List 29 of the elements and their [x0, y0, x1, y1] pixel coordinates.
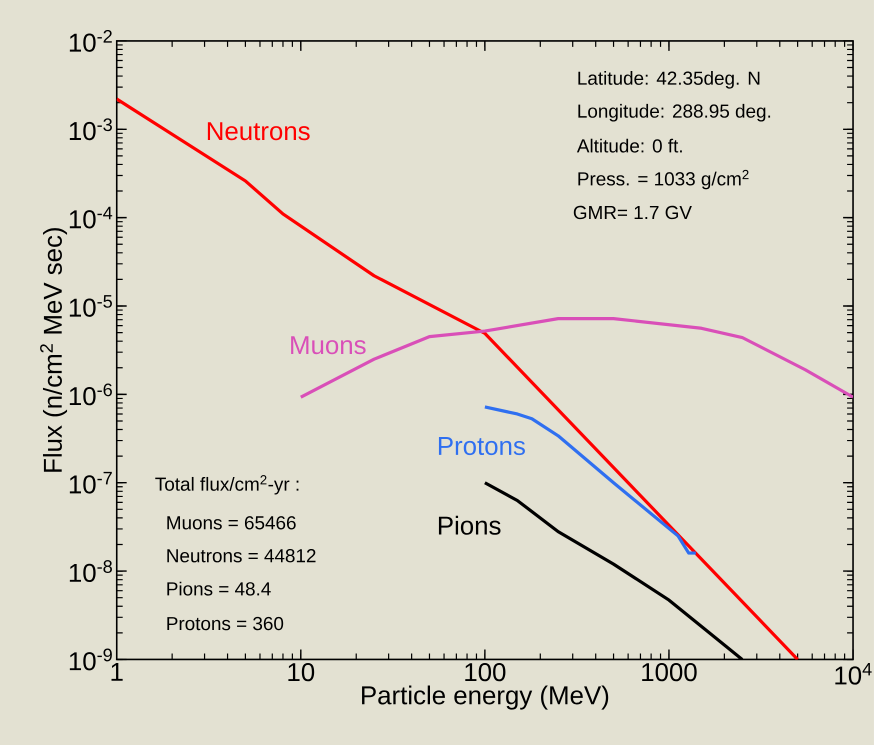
annotation: Longitude: 288.95 deg.: [578, 104, 770, 122]
annotation: Latitude: 42.35deg. N: [578, 70, 760, 88]
y-tick-label: 10$^{-7}$: [70, 472, 112, 494]
y-tick-label: 10$^{-3}$: [70, 118, 112, 140]
annotation: Muons = 65466: [167, 516, 296, 530]
annotation: Total flux/cm$^{2}$-yr :: [155, 475, 298, 494]
annotation: Pions = 48.4: [167, 582, 271, 596]
y-tick-label: 10$^{-8}$: [70, 560, 112, 582]
x-tick-label: 1: [112, 662, 123, 681]
x-tick-label: 1000: [642, 662, 697, 682]
y-tick-label: 10$^{-9}$: [70, 648, 112, 670]
x-tick-label: 100: [465, 662, 506, 682]
annotation: Press. = 1033 g/cm$^{2}$: [578, 170, 749, 190]
annotation: Neutrons = 44812: [167, 548, 316, 562]
y-tick-label: 10$^{-5}$: [70, 295, 112, 317]
y-tick-label: 10$^{-6}$: [70, 383, 112, 406]
x-tick-label: 10$^{4}$: [835, 662, 872, 685]
series-label: Pions: [438, 516, 501, 535]
series-label: Protons: [438, 436, 525, 455]
annotation: Altitude: 0 ft.: [576, 138, 682, 152]
y-axis-title: Flux (n/cm$^{2}$ MeV sec): [40, 228, 68, 472]
y-tick-label: 10$^{-4}$: [70, 206, 112, 228]
annotation: Protons = 360: [167, 616, 284, 630]
series-label: Neutrons: [208, 122, 310, 140]
series-label: Muons: [291, 336, 366, 354]
annotation: GMR= 1.7 GV: [574, 206, 692, 220]
x-axis-title: Particle energy (MeV): [362, 685, 608, 710]
x-tick-label: 10: [288, 662, 314, 682]
y-tick-label: 10$^{-2}$: [70, 30, 112, 52]
